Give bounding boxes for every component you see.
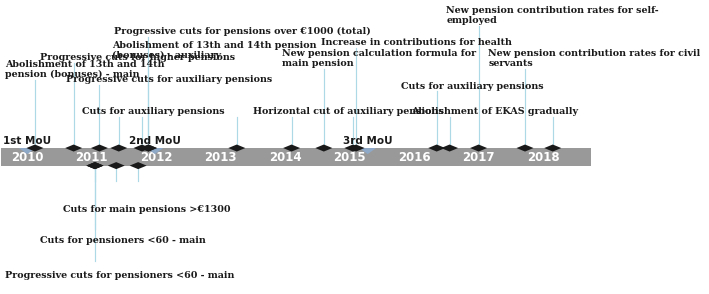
Text: Horizontal cut of auxiliary pensions: Horizontal cut of auxiliary pensions bbox=[253, 107, 444, 116]
Text: 2016: 2016 bbox=[398, 151, 430, 164]
Text: Cuts for main pensions >€1300: Cuts for main pensions >€1300 bbox=[62, 205, 230, 214]
Text: Cuts for pensioners <60 - main: Cuts for pensioners <60 - main bbox=[40, 236, 206, 245]
Text: Increase in contributions for health: Increase in contributions for health bbox=[320, 39, 511, 47]
Text: Progressive cuts for higher pensions: Progressive cuts for higher pensions bbox=[40, 53, 235, 62]
Polygon shape bbox=[517, 145, 534, 151]
Text: 2010: 2010 bbox=[11, 151, 43, 164]
Polygon shape bbox=[130, 162, 147, 169]
Polygon shape bbox=[359, 148, 376, 154]
Polygon shape bbox=[470, 145, 487, 151]
Polygon shape bbox=[545, 145, 562, 151]
Polygon shape bbox=[19, 148, 35, 154]
Polygon shape bbox=[108, 162, 125, 169]
Polygon shape bbox=[140, 145, 157, 151]
Text: New pension contribution rates for civil
servants: New pension contribution rates for civil… bbox=[489, 49, 700, 68]
Text: 2014: 2014 bbox=[269, 151, 301, 164]
Polygon shape bbox=[91, 145, 108, 151]
Polygon shape bbox=[86, 162, 104, 169]
Text: 3rd MoU: 3rd MoU bbox=[343, 136, 393, 146]
Polygon shape bbox=[347, 145, 364, 151]
Polygon shape bbox=[147, 148, 163, 154]
Polygon shape bbox=[65, 145, 82, 151]
Text: Cuts for auxiliary pensions: Cuts for auxiliary pensions bbox=[401, 81, 544, 91]
Text: Abolishment of 13th and 14th
pension (bonuses) - main: Abolishment of 13th and 14th pension (bo… bbox=[5, 60, 164, 79]
Polygon shape bbox=[228, 145, 245, 151]
Text: Abolishment of 13th and 14th pension
(bonuses) - auxiliary: Abolishment of 13th and 14th pension (bo… bbox=[112, 41, 317, 60]
Polygon shape bbox=[140, 145, 157, 151]
Polygon shape bbox=[345, 145, 362, 151]
Text: Progressive cuts for pensioners <60 - main: Progressive cuts for pensioners <60 - ma… bbox=[5, 271, 234, 280]
Polygon shape bbox=[86, 162, 104, 169]
Text: 2017: 2017 bbox=[462, 151, 495, 164]
Text: 1st MoU: 1st MoU bbox=[3, 136, 51, 146]
Text: 2nd MoU: 2nd MoU bbox=[129, 136, 181, 146]
Polygon shape bbox=[111, 145, 128, 151]
Polygon shape bbox=[283, 145, 300, 151]
Text: 2013: 2013 bbox=[204, 151, 237, 164]
Text: Progressive cuts for auxiliary pensions: Progressive cuts for auxiliary pensions bbox=[66, 75, 272, 84]
Polygon shape bbox=[316, 145, 333, 151]
Text: New pension contribution rates for self-
employed: New pension contribution rates for self-… bbox=[447, 6, 659, 25]
Bar bbox=[1, 148, 591, 166]
Text: 2015: 2015 bbox=[333, 151, 366, 164]
Text: 2011: 2011 bbox=[75, 151, 108, 164]
Polygon shape bbox=[26, 145, 43, 151]
Text: Abolishment of EKAS gradually: Abolishment of EKAS gradually bbox=[411, 107, 578, 116]
Polygon shape bbox=[86, 162, 104, 169]
Text: New pension calculation formula for
main pension: New pension calculation formula for main… bbox=[282, 49, 476, 68]
Text: Progressive cuts for pensions over €1000 (total): Progressive cuts for pensions over €1000… bbox=[114, 27, 371, 36]
Text: Cuts for auxiliary pensions: Cuts for auxiliary pensions bbox=[82, 107, 225, 116]
Text: 2018: 2018 bbox=[527, 151, 559, 164]
Text: 2012: 2012 bbox=[140, 151, 172, 164]
Polygon shape bbox=[133, 145, 150, 151]
Polygon shape bbox=[428, 145, 445, 151]
Polygon shape bbox=[441, 145, 458, 151]
